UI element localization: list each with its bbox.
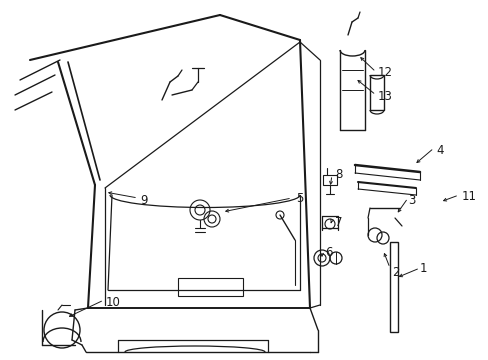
Text: 8: 8 [334, 167, 342, 180]
Text: 5: 5 [295, 192, 303, 204]
Text: 6: 6 [325, 247, 332, 260]
Text: 1: 1 [419, 261, 427, 274]
Text: 13: 13 [377, 90, 392, 103]
Text: 4: 4 [435, 144, 443, 157]
Text: 7: 7 [334, 216, 342, 229]
Bar [369, 75, 383, 110]
Text: 3: 3 [407, 194, 414, 207]
Text: 9: 9 [140, 194, 147, 207]
Text: 12: 12 [377, 66, 392, 78]
Bar [389, 242, 397, 332]
Text: 10: 10 [106, 296, 121, 309]
Bar [178, 278, 243, 296]
Text: 2: 2 [391, 266, 399, 279]
Text: 11: 11 [461, 189, 476, 202]
Bar [323, 175, 336, 185]
